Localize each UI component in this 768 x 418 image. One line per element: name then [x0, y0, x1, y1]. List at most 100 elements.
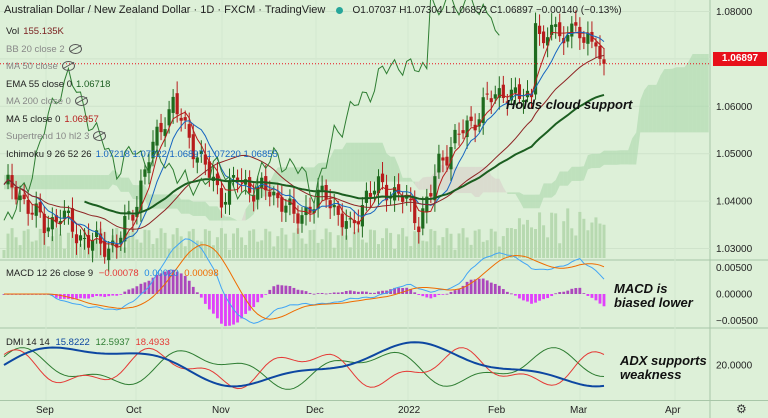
- candle-body: [62, 210, 67, 219]
- cloud-segment: [406, 177, 411, 182]
- macd-hist-bar: [83, 294, 86, 299]
- candle-body: [304, 206, 308, 216]
- candle-body: [219, 188, 224, 208]
- candle-body: [139, 180, 143, 211]
- cloud-segment: [487, 166, 492, 193]
- indicator-legend-item[interactable]: Vol 155.135K: [6, 26, 64, 37]
- macd-hist-bar: [550, 294, 554, 297]
- candle-body: [58, 221, 62, 224]
- candle-body: [421, 208, 425, 229]
- macd-hist-bar: [179, 273, 183, 294]
- volume-bar: [542, 225, 546, 258]
- candle-body: [481, 97, 485, 123]
- macd-hist-bar: [151, 277, 155, 294]
- hidden-eye-icon[interactable]: [68, 43, 82, 54]
- cloud-segment: [366, 142, 371, 182]
- cloud-segment: [185, 199, 190, 214]
- volume-bar: [497, 246, 501, 258]
- x-tick-label: Apr: [665, 405, 681, 416]
- candle-body: [107, 248, 111, 261]
- indicator-legend-item[interactable]: Supertrend 10 hl2 3: [6, 131, 107, 142]
- cloud-segment: [684, 61, 689, 133]
- cloud-segment: [68, 175, 73, 190]
- hidden-eye-icon[interactable]: [61, 61, 75, 72]
- cloud-segment: [217, 206, 222, 221]
- volume-bar: [372, 230, 376, 258]
- indicator-value: 1.06718: [76, 78, 111, 90]
- volume-bar: [296, 228, 300, 258]
- volume-bar: [570, 228, 574, 258]
- volume-bar: [425, 241, 429, 258]
- cloud-segment: [209, 206, 214, 221]
- cloud-segment: [314, 163, 319, 182]
- cloud-segment: [595, 153, 600, 169]
- volume-bar: [534, 228, 538, 258]
- volume-bar: [578, 211, 582, 258]
- macd-hist-bar: [360, 291, 364, 294]
- macd-hist-bar: [95, 294, 99, 296]
- candle-body: [578, 26, 582, 39]
- indicator-legend-item[interactable]: Ichimoku 9 26 52 26 1.07218 1.07222 1.068…: [6, 149, 278, 160]
- tenkan-line: [3, 31, 605, 245]
- cloud-segment: [128, 177, 133, 200]
- cloud-segment: [455, 166, 460, 194]
- cloud-segment: [583, 155, 588, 181]
- macd-signal-line: [4, 244, 605, 320]
- volume-bar: [46, 246, 50, 258]
- kijun-line: [3, 54, 605, 230]
- macd-hist-bar: [497, 285, 501, 294]
- candle-body: [155, 126, 159, 146]
- settings-gear-icon[interactable]: ⚙: [736, 402, 747, 416]
- ema55-line: [84, 93, 605, 215]
- candle-body: [256, 186, 260, 200]
- candle-body: [320, 185, 324, 191]
- cloud-segment: [197, 201, 202, 216]
- volume-bar: [441, 237, 445, 258]
- candle-body: [276, 192, 280, 199]
- cloud-segment: [604, 150, 609, 165]
- candle-body: [570, 23, 574, 37]
- volume-bar: [409, 246, 413, 258]
- cloud-segment: [422, 176, 427, 190]
- indicator-legend-item[interactable]: EMA 55 close 0 1.06718: [6, 79, 110, 90]
- volume-bar: [151, 243, 155, 258]
- macd-hist-bar: [473, 279, 477, 294]
- macd-hist-bar: [107, 294, 111, 297]
- macd-hist-bar: [401, 288, 405, 294]
- volume-bar: [413, 231, 417, 258]
- cloud-segment: [446, 166, 451, 194]
- indicator-legend-item[interactable]: MA 5 close 0 1.06957: [6, 114, 99, 125]
- cloud-segment: [463, 166, 468, 194]
- candle-body: [280, 197, 284, 212]
- volume-bar: [300, 238, 304, 258]
- hidden-eye-icon[interactable]: [93, 131, 107, 142]
- candle-body: [296, 213, 300, 224]
- cloud-segment: [334, 149, 339, 182]
- cloud-segment: [100, 175, 105, 190]
- macd-hist-bar: [272, 286, 276, 294]
- cloud-segment: [28, 175, 33, 190]
- cloud-segment: [285, 167, 290, 182]
- indicator-legend-item[interactable]: MA 200 close 0: [6, 96, 88, 107]
- cloud-segment: [599, 150, 604, 168]
- macd-hist-bar: [248, 294, 252, 311]
- cloud-segment: [467, 166, 472, 194]
- candle-body: [147, 162, 151, 174]
- cloud-segment: [386, 153, 391, 182]
- macd-hist-bar: [417, 294, 421, 295]
- indicator-legend-item[interactable]: BB 20 close 2: [6, 44, 82, 55]
- candle-body: [537, 25, 542, 34]
- indicator-legend-item[interactable]: MA 50 close: [6, 61, 75, 72]
- candle-body: [131, 214, 135, 221]
- macd-hist-bar: [449, 291, 453, 294]
- candle-body: [252, 194, 256, 202]
- cloud-segment: [398, 166, 403, 182]
- macd-hist-bar: [240, 294, 243, 319]
- volume-bar: [586, 230, 590, 258]
- macd-hist-bar: [381, 290, 384, 294]
- status-dot: [336, 6, 344, 14]
- cloud-segment: [414, 181, 419, 190]
- hidden-eye-icon[interactable]: [74, 96, 88, 107]
- volume-bar: [139, 242, 143, 258]
- indicator-value: 1.07218 1.07222 1.06897 1.07220 1.06855: [95, 148, 278, 160]
